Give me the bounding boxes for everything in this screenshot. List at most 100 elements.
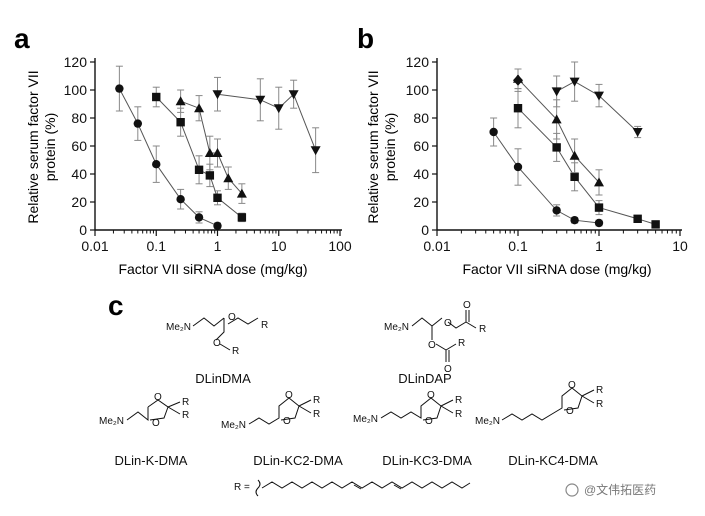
kc3-name: DLin-KC3-DMA: [382, 453, 472, 468]
chart-a-point-circle: [194, 213, 204, 222]
panel-label-b: b: [357, 23, 374, 54]
chart-b-series-circle-line: [493, 131, 600, 224]
dlindap-r2: R: [458, 338, 465, 349]
chart-a-point-triangle-down: [212, 90, 223, 100]
r-group-definition: R =: [234, 479, 471, 497]
chart-b-series-triangle-down-line: [556, 81, 638, 133]
chart-b-marks: [489, 61, 660, 229]
structure-dlindma: Me₂N O O R R DLinDMA: [166, 312, 268, 386]
dlindap-me2n: Me₂N: [384, 322, 409, 333]
kc2-me2n: Me₂N: [221, 420, 246, 431]
chart-a-point-square: [213, 193, 222, 202]
chart-a-ytick-label: 40: [71, 166, 87, 182]
chart-a-point-triangle-up: [194, 103, 205, 113]
dlindap-o1: O: [444, 318, 452, 329]
chart-b-series-square-line: [517, 107, 656, 225]
chart-b-ylabel-line2: protein (%): [382, 113, 398, 181]
chart-b-point-triangle-down: [551, 87, 562, 97]
kc4-o2: O: [566, 406, 574, 417]
kc2-r1: R: [313, 395, 320, 406]
panel-label-a: a: [14, 23, 30, 54]
dlindap-o2: O: [463, 300, 471, 311]
chart-b-point-triangle-down: [569, 77, 580, 87]
chart-b-point-square: [552, 143, 561, 152]
kc2-bonds: [248, 397, 312, 425]
chart-a-ytick-label: 80: [71, 110, 87, 126]
chart-a-point-circle: [152, 160, 161, 169]
chart-a-point-triangle-up: [236, 188, 247, 198]
chart-b: 0 20 40 60 80 100 120 0.01 0.1 1 10 Factor VII siR…: [365, 54, 688, 277]
chart-b-point-circle: [570, 216, 579, 225]
kdma-name: DLin-K-DMA: [115, 453, 188, 468]
structures-panel: Me₂N O O R R DLinDMA Me₂N O O O O R R DL…: [99, 300, 603, 497]
chart-b-xtick-label: 0.1: [508, 238, 528, 254]
chart-b-point-circle: [489, 127, 498, 137]
chart-b-xtick-label: 10: [672, 238, 688, 254]
kdma-r2: R: [182, 410, 189, 421]
chart-b-ytick-label: 60: [413, 138, 429, 154]
chart-b-point-square: [570, 172, 579, 181]
chart-a-point-triangle-down: [255, 95, 266, 105]
dlindma-r2: R: [232, 346, 239, 357]
kc2-name: DLin-KC2-DMA: [253, 453, 343, 468]
kc2-o2: O: [283, 416, 291, 427]
dlindap-bonds: [411, 310, 477, 362]
chart-a-ytick-label: 120: [64, 54, 88, 70]
kdma-o1: O: [154, 392, 162, 403]
chart-a: 0 20 40 60 80 100 120 0.01 0.1 1 10 100 Factor VII …: [25, 54, 352, 277]
kc3-o2: O: [425, 416, 433, 427]
chart-b-ytick-label: 100: [406, 82, 430, 98]
chart-b-xtick-label: 0.01: [423, 238, 450, 254]
chart-b-point-circle: [594, 218, 604, 228]
chart-a-ylabel-line2: protein (%): [42, 113, 58, 181]
chart-a-point-circle: [115, 84, 124, 93]
watermark: @文伟拓医药: [565, 482, 656, 497]
chart-b-ytick-label: 80: [413, 110, 429, 126]
chart-b-point-square: [594, 203, 604, 212]
chart-a-point-square: [205, 171, 215, 180]
watermark-text: @文伟拓医药: [584, 482, 656, 497]
dlindap-o3: O: [428, 340, 436, 351]
chart-a-ytick-label: 20: [71, 194, 87, 210]
chart-b-series-triangle-up-line: [517, 78, 600, 183]
kdma-r1: R: [182, 397, 189, 408]
chart-a-point-triangle-up: [175, 96, 186, 106]
dlindap-r1: R: [479, 324, 486, 335]
chart-a-point-square: [176, 118, 185, 127]
chart-a-xtick-label: 10: [271, 238, 287, 254]
chart-a-ylabel-line1: Relative serum factor VII: [25, 70, 41, 223]
chart-b-axes: 0 20 40 60 80 100 120 0.01 0.1 1 10: [406, 54, 688, 254]
chart-a-point-square: [152, 92, 161, 102]
kc4-name: DLin-KC4-DMA: [508, 453, 598, 468]
kdma-me2n: Me₂N: [99, 416, 124, 427]
panel-label-c: c: [108, 290, 124, 321]
kc3-bonds: [380, 397, 454, 421]
dlindma-o2: O: [213, 338, 221, 349]
chart-a-xlabel: Factor VII siRNA dose (mg/kg): [118, 261, 307, 277]
kc4-o1: O: [568, 380, 576, 391]
chart-b-ytick-label: 120: [406, 54, 430, 70]
chart-a-point-circle: [176, 195, 185, 204]
kc3-r2: R: [455, 409, 462, 420]
kc4-r2: R: [596, 399, 603, 410]
r-chain-double-bonds: [353, 484, 402, 490]
chart-b-point-square: [633, 214, 642, 223]
chart-a-ytick-label: 60: [71, 138, 87, 154]
chart-b-xtick-label: 1: [595, 238, 603, 254]
chart-a-xtick-label: 100: [328, 238, 352, 254]
chart-a-ytick-label: 100: [64, 82, 88, 98]
chart-b-ytick-label: 0: [421, 222, 429, 238]
dlindma-name: DLinDMA: [195, 371, 251, 386]
structure-kc4: Me₂N O O R R DLin-KC4-DMA: [475, 380, 603, 468]
chart-a-point-triangle-down: [273, 104, 284, 114]
chart-b-point-diamond: [513, 74, 523, 86]
dlindma-bonds: [192, 317, 259, 351]
chart-a-point-triangle-up: [223, 173, 234, 183]
chart-b-point-triangle-up: [594, 177, 604, 187]
kdma-o2: O: [152, 418, 160, 429]
chart-b-point-triangle-up: [551, 114, 562, 124]
chart-a-point-triangle-up: [204, 148, 215, 157]
kc4-r1: R: [596, 385, 603, 396]
dlindap-o4: O: [444, 364, 452, 375]
kc4-bonds: [501, 387, 595, 421]
